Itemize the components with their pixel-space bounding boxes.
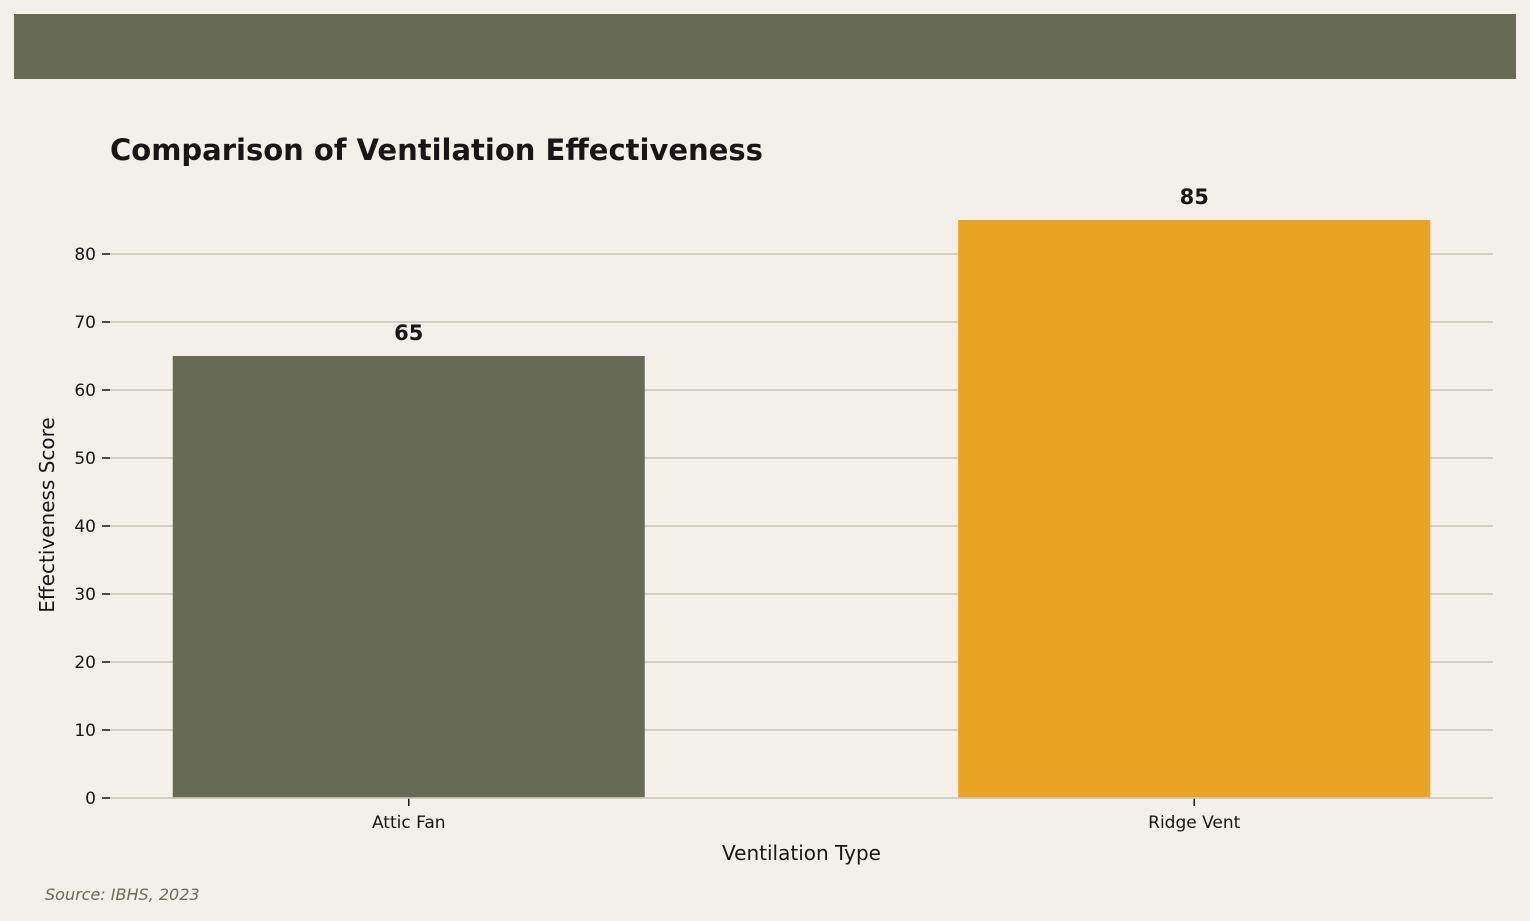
bar-ridge-vent <box>958 220 1431 798</box>
bar-value-label: 85 <box>1180 185 1209 209</box>
y-tick-label: 70 <box>74 313 96 333</box>
y-axis: 0 10 20 30 40 50 60 70 80 <box>74 245 110 809</box>
x-tick-label: Attic Fan <box>372 813 446 833</box>
bars <box>172 220 1431 798</box>
chart-title: Comparison of Ventilation Effectiveness <box>110 133 763 167</box>
y-tick-label: 80 <box>74 245 96 265</box>
y-axis-label: Effectiveness Score <box>35 417 59 612</box>
x-axis: Attic Fan Ridge Vent <box>110 797 1493 833</box>
bar-value-labels: 65 85 <box>394 185 1209 345</box>
bar-value-label: 65 <box>394 321 423 345</box>
header-band <box>14 14 1516 79</box>
y-tick-label: 20 <box>74 653 96 673</box>
x-axis-label: Ventilation Type <box>722 841 881 865</box>
bar-attic-fan <box>172 356 645 798</box>
y-tick-label: 10 <box>74 721 96 741</box>
source-note: Source: IBHS, 2023 <box>45 885 200 904</box>
y-tick-label: 50 <box>74 449 96 469</box>
y-tick-label: 40 <box>74 517 96 537</box>
y-tick-label: 60 <box>74 381 96 401</box>
y-tick-label: 30 <box>74 585 96 605</box>
y-tick-label: 0 <box>85 789 96 809</box>
x-tick-label: Ridge Vent <box>1148 813 1241 833</box>
